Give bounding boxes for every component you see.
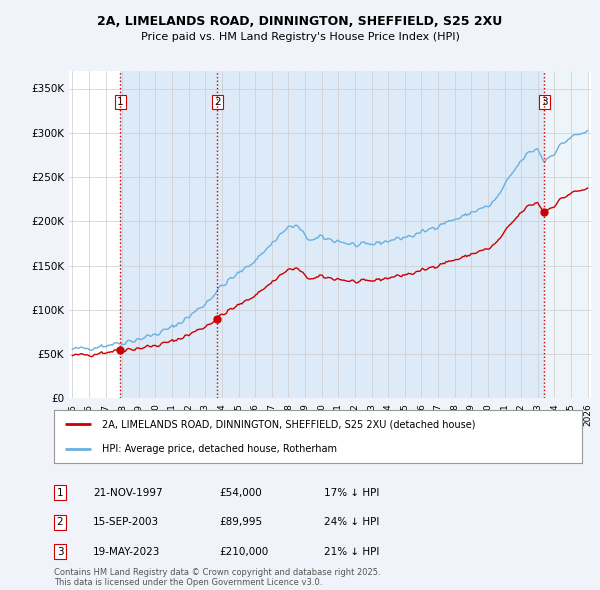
Text: 2: 2 — [56, 517, 64, 527]
Text: Contains HM Land Registry data © Crown copyright and database right 2025.
This d: Contains HM Land Registry data © Crown c… — [54, 568, 380, 587]
Text: 17% ↓ HPI: 17% ↓ HPI — [324, 488, 379, 497]
Text: Price paid vs. HM Land Registry's House Price Index (HPI): Price paid vs. HM Land Registry's House … — [140, 32, 460, 42]
Text: £89,995: £89,995 — [219, 517, 262, 527]
Text: HPI: Average price, detached house, Rotherham: HPI: Average price, detached house, Roth… — [101, 444, 337, 454]
Bar — [121, 71, 217, 398]
Text: £54,000: £54,000 — [219, 488, 262, 497]
Text: 2: 2 — [214, 97, 220, 107]
Text: 3: 3 — [541, 97, 547, 107]
Text: 24% ↓ HPI: 24% ↓ HPI — [324, 517, 379, 527]
Text: 1: 1 — [117, 97, 124, 107]
Text: 21% ↓ HPI: 21% ↓ HPI — [324, 547, 379, 556]
Text: 21-NOV-1997: 21-NOV-1997 — [93, 488, 163, 497]
Text: 15-SEP-2003: 15-SEP-2003 — [93, 517, 159, 527]
Text: £210,000: £210,000 — [219, 547, 268, 556]
Bar — [544, 71, 587, 398]
Text: 1: 1 — [56, 488, 64, 497]
Text: 2A, LIMELANDS ROAD, DINNINGTON, SHEFFIELD, S25 2XU: 2A, LIMELANDS ROAD, DINNINGTON, SHEFFIEL… — [97, 15, 503, 28]
Text: 19-MAY-2023: 19-MAY-2023 — [93, 547, 160, 556]
Text: 2A, LIMELANDS ROAD, DINNINGTON, SHEFFIELD, S25 2XU (detached house): 2A, LIMELANDS ROAD, DINNINGTON, SHEFFIEL… — [101, 419, 475, 430]
Text: 3: 3 — [56, 547, 64, 556]
Bar — [217, 71, 544, 398]
